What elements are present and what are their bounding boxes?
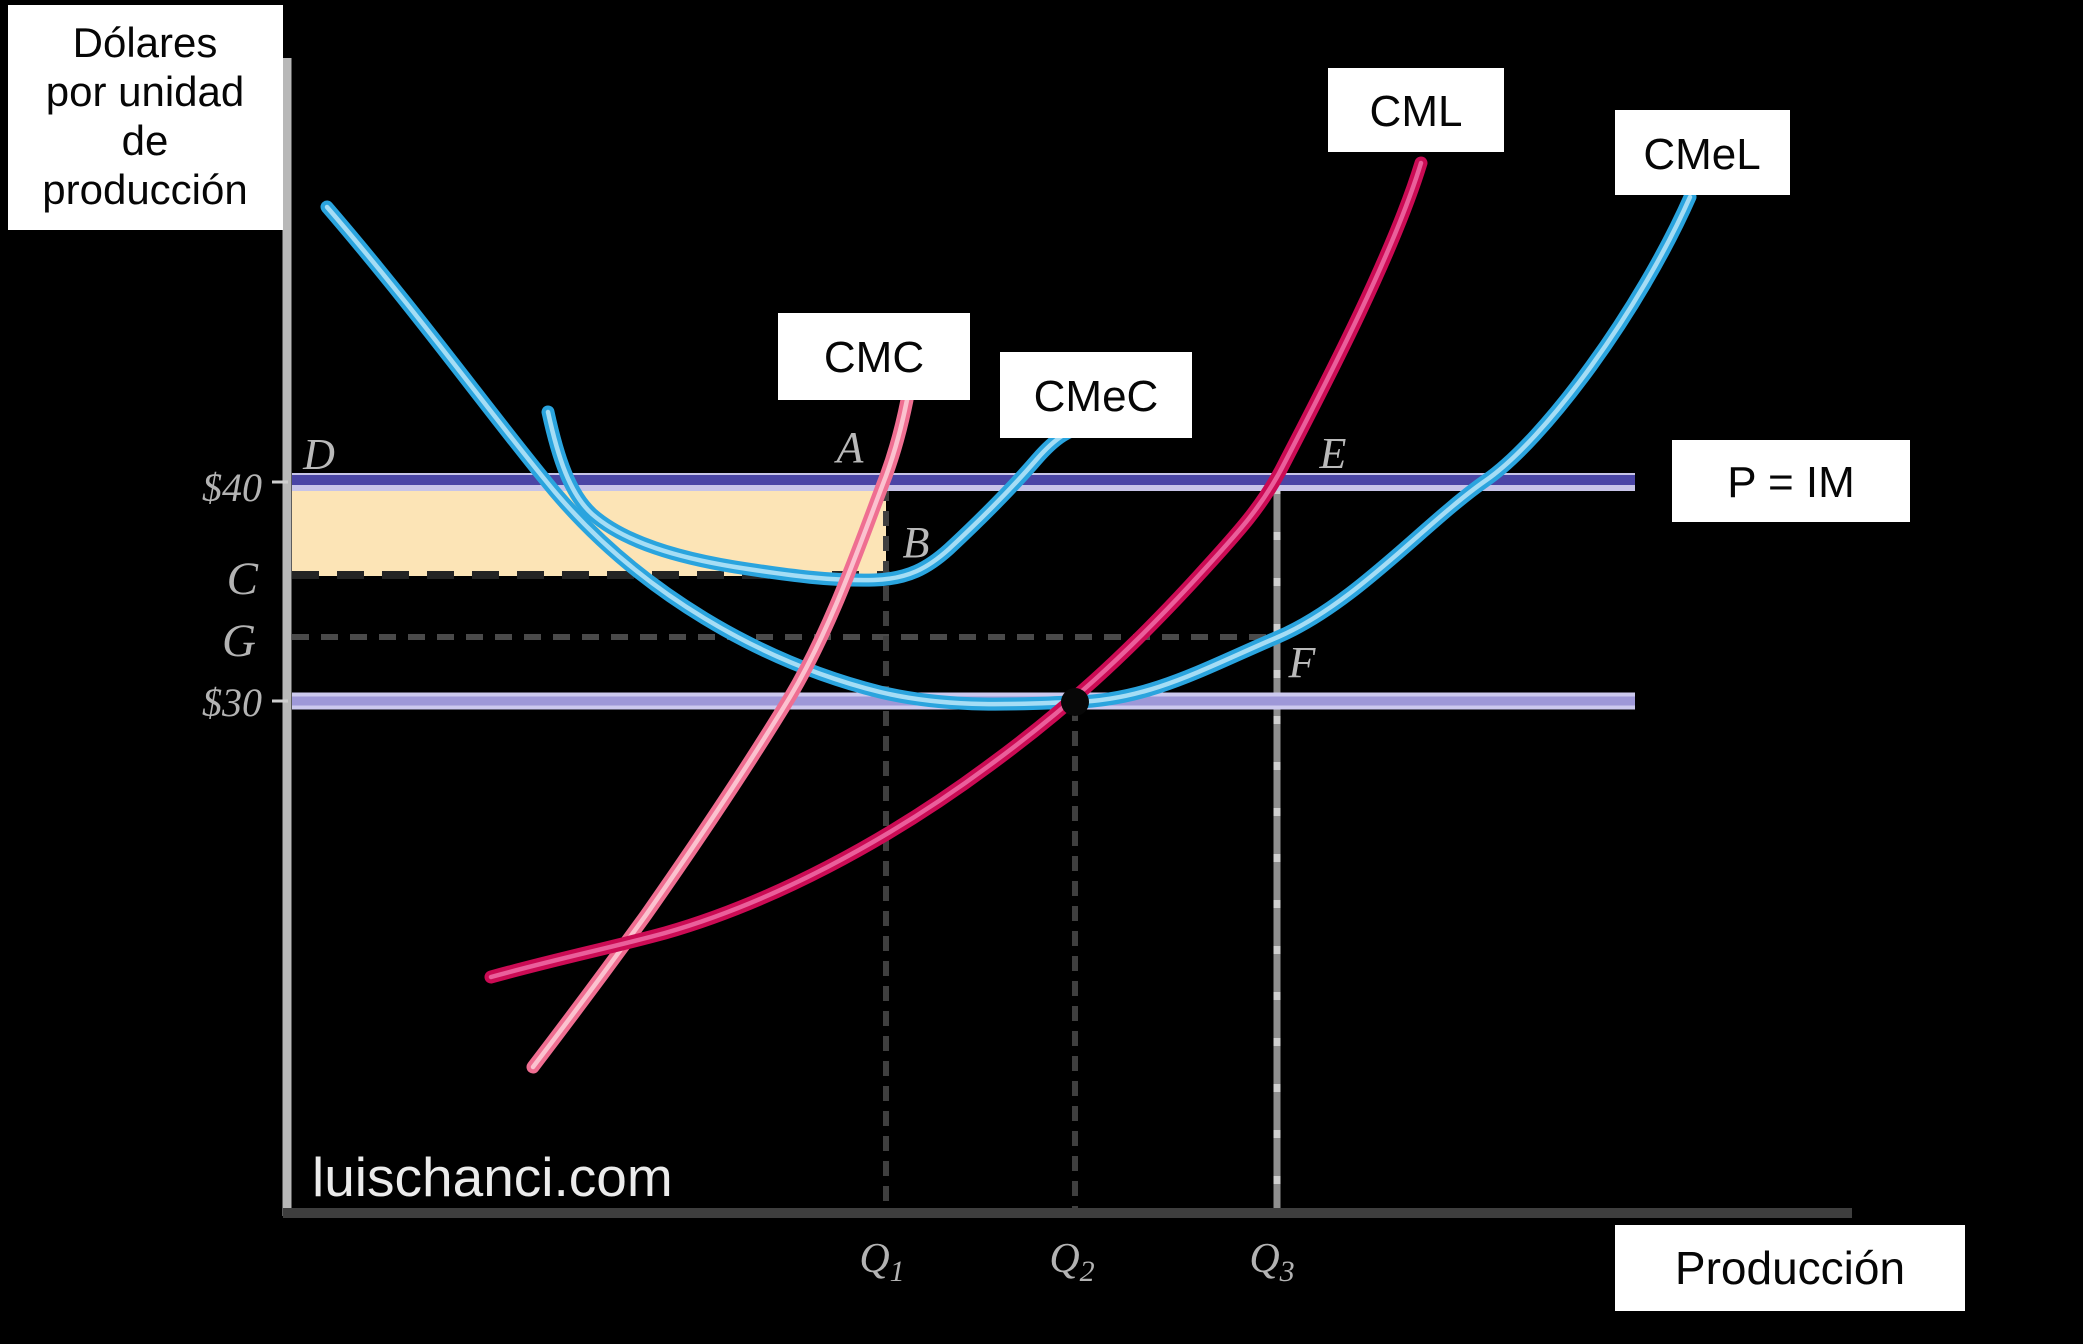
tangency-point: [1061, 688, 1089, 716]
price-label: P = IM: [1727, 458, 1855, 507]
cmc-label-bg: [778, 313, 970, 400]
price-label-box: P = IM: [1672, 440, 1910, 522]
x-label-q3: Q3: [1249, 1236, 1294, 1288]
label-boxes: Dólares por unidad de producción CMC CMe…: [8, 5, 1965, 1311]
watermark: luischanci.com: [312, 1146, 673, 1208]
axes: [272, 58, 1852, 1218]
point-label-f: F: [1288, 638, 1317, 687]
y-axis-labels: $40 C G $30: [202, 465, 262, 725]
point-label-b: B: [903, 518, 930, 567]
cmc-curve: [526, 393, 914, 1074]
y-axis-title-box: Dólares por unidad de producción: [8, 5, 283, 230]
cmc-label: CMC: [824, 333, 924, 382]
point-labels: D A B E F: [302, 423, 1346, 687]
y-axis-title-line1: Dólares: [73, 19, 218, 66]
x-axis-title: Producción: [1675, 1242, 1905, 1294]
point-label-a: A: [834, 423, 865, 472]
cmel-curve-stroke: [320, 190, 1697, 711]
cmel-label-box: CMeL: [1615, 110, 1790, 195]
cmel-label-bg: [1615, 110, 1790, 195]
cml-label: CML: [1370, 87, 1463, 136]
x-axis-labels: Q1 Q2 Q3: [859, 1236, 1294, 1288]
cmec-label-bg: [1000, 352, 1192, 438]
x-axis-title-box: Producción: [1615, 1225, 1965, 1311]
price-label-bg: [1672, 440, 1910, 522]
y-axis-title-box-bg: [8, 5, 283, 230]
cml-label-bg: [1328, 68, 1504, 152]
cmel-curve: [320, 190, 1697, 711]
y-axis-title-line4: producción: [42, 166, 247, 213]
cmc-curve-gloss: [530, 397, 910, 1070]
x-axis-title-bg: [1615, 1225, 1965, 1311]
price-im-line: [292, 473, 1635, 491]
x-label-q1: Q1: [859, 1236, 904, 1288]
y-label-c: C: [227, 553, 259, 605]
cmc-label-box: CMC: [778, 313, 970, 400]
point-label-d: D: [302, 430, 335, 479]
y-axis-title-line3: de: [122, 117, 169, 164]
cmel-label: CMeL: [1643, 130, 1760, 179]
guide-lines: [292, 486, 1281, 1209]
y-label-price-30: $30: [202, 680, 262, 725]
x-label-q2: Q2: [1049, 1236, 1094, 1288]
y-label-g: G: [222, 615, 256, 667]
cmec-label-box: CMeC: [1000, 352, 1192, 438]
cmel-curve-gloss: [324, 194, 1693, 707]
y-axis-title-line2: por unidad: [46, 68, 245, 115]
cml-label-box: CML: [1328, 68, 1504, 152]
y-label-price-40: $40: [202, 465, 262, 510]
point-label-e: E: [1319, 429, 1347, 478]
cmec-label: CMeC: [1034, 372, 1159, 421]
